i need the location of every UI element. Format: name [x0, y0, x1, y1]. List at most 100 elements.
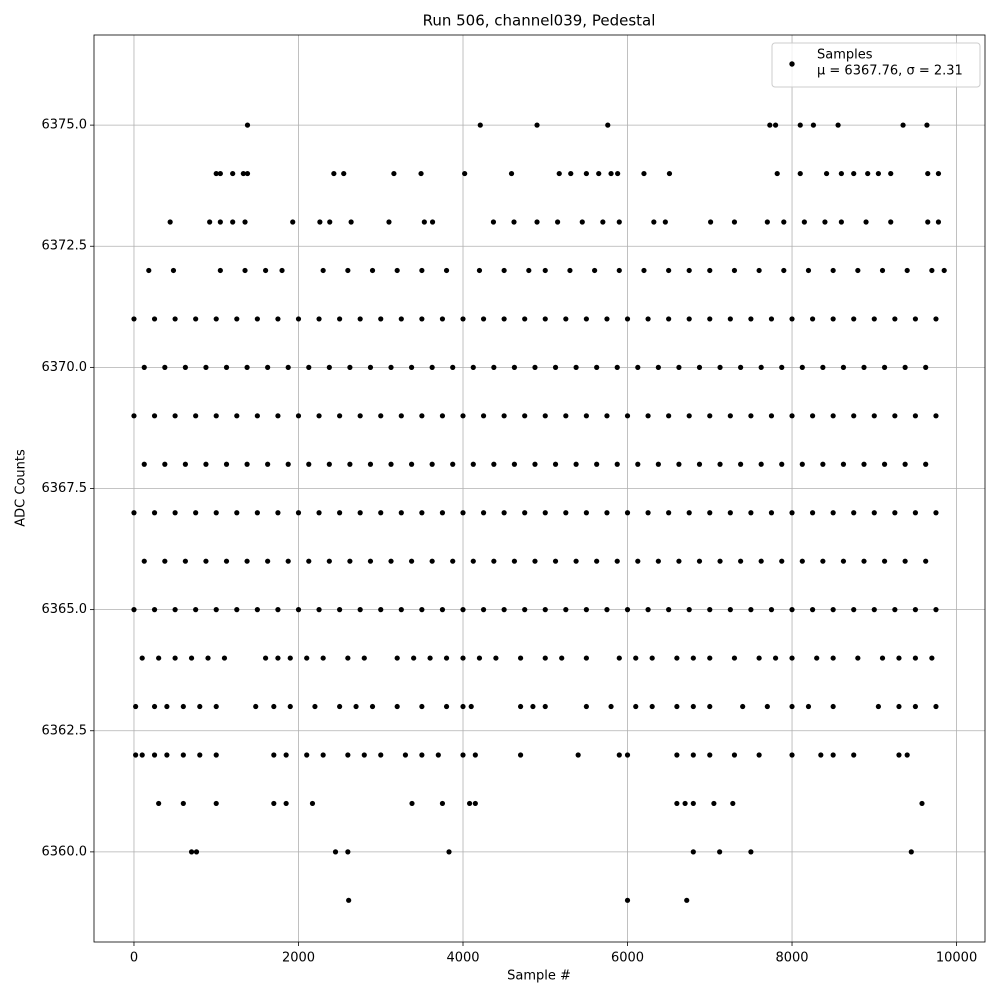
point [583, 510, 589, 516]
point [583, 655, 589, 661]
point [262, 655, 269, 661]
point [823, 170, 830, 177]
y-axis-label: ADC Counts [14, 449, 29, 527]
point [738, 558, 744, 564]
point [542, 655, 548, 661]
x-tick-label: 4000 [446, 951, 479, 966]
point [781, 219, 787, 225]
point [532, 364, 538, 370]
point [369, 267, 376, 274]
point [559, 655, 565, 661]
point [758, 364, 764, 370]
legend-box [771, 42, 981, 88]
point [131, 607, 137, 613]
point [357, 413, 363, 419]
point [361, 752, 367, 758]
point [133, 752, 139, 758]
point [881, 558, 888, 564]
point [717, 849, 723, 855]
x-tick-label: 2000 [282, 951, 315, 966]
point [460, 413, 466, 419]
point [649, 655, 655, 661]
point [933, 510, 939, 516]
point [275, 413, 281, 419]
point [707, 655, 713, 661]
point [923, 461, 929, 467]
point [517, 703, 524, 710]
point [651, 219, 657, 225]
point [789, 316, 795, 322]
point [797, 122, 803, 128]
point [727, 607, 733, 613]
point [439, 607, 446, 613]
point [522, 413, 528, 419]
point [686, 316, 692, 322]
point [748, 316, 754, 322]
point [855, 655, 861, 661]
point [604, 316, 610, 322]
point [388, 364, 394, 370]
point [337, 413, 343, 419]
point [283, 752, 289, 758]
point [532, 558, 538, 564]
point [594, 364, 600, 370]
point [419, 752, 425, 758]
point [460, 510, 466, 516]
point [477, 122, 483, 128]
point [902, 461, 908, 467]
y-tick-label: 6360.0 [42, 844, 88, 859]
point [764, 219, 770, 225]
point [244, 364, 250, 370]
legend-marker [789, 61, 795, 67]
point [326, 558, 332, 564]
point [472, 752, 478, 758]
point [731, 267, 738, 274]
point [717, 558, 723, 564]
point [707, 752, 713, 758]
point [254, 510, 260, 516]
point [592, 267, 598, 274]
point [707, 316, 713, 322]
point [814, 655, 820, 661]
point [398, 413, 404, 419]
point [331, 170, 337, 177]
points [131, 122, 947, 903]
point [347, 558, 353, 564]
point [666, 316, 672, 322]
point [892, 413, 898, 419]
point [316, 607, 322, 613]
point [779, 364, 785, 370]
point [203, 364, 209, 370]
point [534, 219, 540, 225]
point [830, 316, 836, 322]
point [472, 800, 478, 807]
point [244, 461, 250, 467]
point [655, 558, 661, 564]
point [801, 219, 807, 225]
point [635, 461, 641, 467]
point [851, 170, 857, 177]
point [131, 510, 137, 516]
point [809, 607, 816, 613]
y-tick-label: 6362.5 [42, 723, 88, 738]
point [830, 703, 836, 710]
point [151, 752, 158, 758]
point [162, 364, 168, 370]
point [172, 316, 178, 322]
point [756, 267, 762, 274]
point [596, 170, 602, 177]
point [217, 170, 223, 177]
point [772, 655, 779, 661]
point [511, 219, 517, 225]
point [391, 170, 397, 177]
point [888, 170, 894, 177]
point [923, 364, 929, 370]
point [810, 122, 817, 128]
point [491, 364, 497, 370]
point [234, 510, 240, 516]
point [348, 219, 354, 225]
point [573, 558, 579, 564]
point [419, 413, 425, 419]
point [838, 170, 844, 177]
point [799, 558, 805, 564]
